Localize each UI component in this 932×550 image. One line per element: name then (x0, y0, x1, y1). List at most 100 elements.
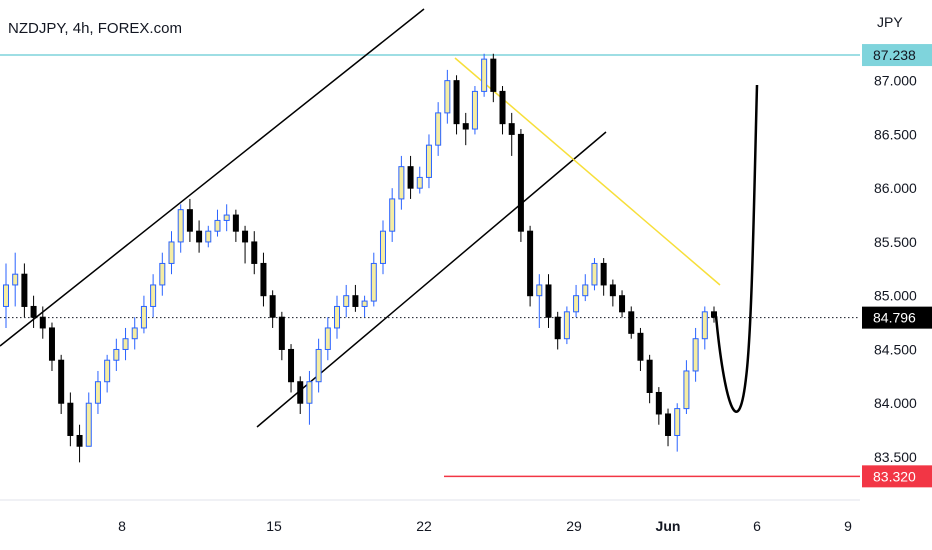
candle (665, 408, 672, 447)
candle (140, 295, 147, 334)
candle-body (352, 295, 359, 307)
candle (306, 370, 313, 425)
candle-body (94, 381, 101, 404)
candle (499, 86, 506, 135)
candle (343, 284, 350, 318)
candle-body (288, 348, 295, 383)
candle-body (205, 230, 212, 243)
candle-body (361, 300, 368, 307)
candle (352, 284, 359, 312)
candle-body (297, 381, 304, 404)
candle-body (278, 316, 285, 350)
candle (711, 306, 717, 323)
x-tick-label: 9 (844, 518, 852, 534)
candle-body (334, 305, 341, 329)
candle-body (517, 133, 524, 232)
candle-body (159, 262, 166, 286)
candle (278, 311, 285, 361)
candle (196, 220, 203, 253)
candle (85, 392, 92, 447)
candle-body (76, 434, 83, 447)
candle (324, 317, 331, 361)
projection-curve (714, 84, 759, 413)
candle (554, 311, 561, 350)
candle-body (21, 273, 28, 307)
y-tick-label: 84.000 (874, 395, 917, 411)
candle (536, 274, 543, 328)
candle-body (554, 316, 561, 340)
candle (315, 338, 322, 393)
y-tick-label: 86.000 (874, 180, 917, 196)
candle-body (324, 327, 331, 350)
candle-body (67, 402, 74, 436)
candle (251, 231, 258, 275)
candle-body (3, 284, 9, 307)
candle-body (12, 273, 19, 286)
y-axis-unit: JPY (877, 14, 903, 30)
candle (637, 327, 644, 371)
candle-body (39, 316, 46, 329)
candle (159, 252, 166, 296)
candle-body (665, 413, 672, 436)
candle-body (536, 284, 543, 297)
candle (67, 392, 74, 447)
candle-body (683, 370, 690, 410)
candle-body (306, 381, 313, 404)
resistance-price-label: 87.238 (873, 47, 916, 63)
candle (471, 86, 478, 135)
candle (517, 129, 524, 242)
candle-body (186, 209, 193, 232)
candle (205, 225, 212, 248)
y-tick-label: 87.000 (874, 73, 917, 89)
candle-body (619, 295, 626, 313)
candle (591, 258, 598, 291)
current-price-label: 84.796 (873, 310, 916, 326)
current-price-badge (862, 306, 932, 329)
candle (435, 102, 442, 156)
candle (655, 387, 662, 425)
candle-body (490, 58, 497, 92)
candle (683, 360, 690, 414)
candle (573, 284, 580, 318)
candle-body (260, 262, 267, 297)
candle-body (343, 295, 350, 307)
candle-body (150, 284, 157, 307)
candle (334, 295, 341, 339)
chart-title: NZDJPY, 4h, FOREX.com (8, 20, 182, 37)
channel-lower-line (256, 131, 607, 428)
candle (104, 354, 111, 393)
candle-body (471, 90, 478, 130)
levels (0, 54, 860, 478)
candle (563, 306, 570, 345)
candle (214, 209, 221, 237)
candle (113, 338, 120, 371)
candle-body (214, 219, 221, 232)
candle (600, 258, 607, 296)
candle-body (251, 241, 258, 264)
candle (453, 75, 460, 135)
candle (416, 166, 423, 194)
yellow-trendline (454, 57, 721, 286)
candle (444, 69, 451, 124)
candle-body (416, 176, 423, 189)
y-tick-label: 83.500 (874, 449, 917, 465)
candle (131, 317, 138, 350)
candle-body (398, 166, 405, 200)
candle (232, 209, 239, 242)
candle-body (481, 58, 488, 92)
candle-body (628, 311, 635, 334)
candle-body (444, 80, 451, 114)
candle (545, 274, 552, 328)
drawings (0, 8, 759, 428)
x-tick-label: 15 (266, 518, 282, 534)
candle-body (389, 198, 396, 232)
candle (39, 306, 46, 339)
candle (177, 204, 184, 253)
candle (370, 252, 377, 307)
candle (674, 403, 681, 452)
candle (288, 344, 295, 393)
candle-body (527, 230, 534, 297)
candle-body (370, 262, 377, 302)
candle-body (499, 90, 506, 125)
